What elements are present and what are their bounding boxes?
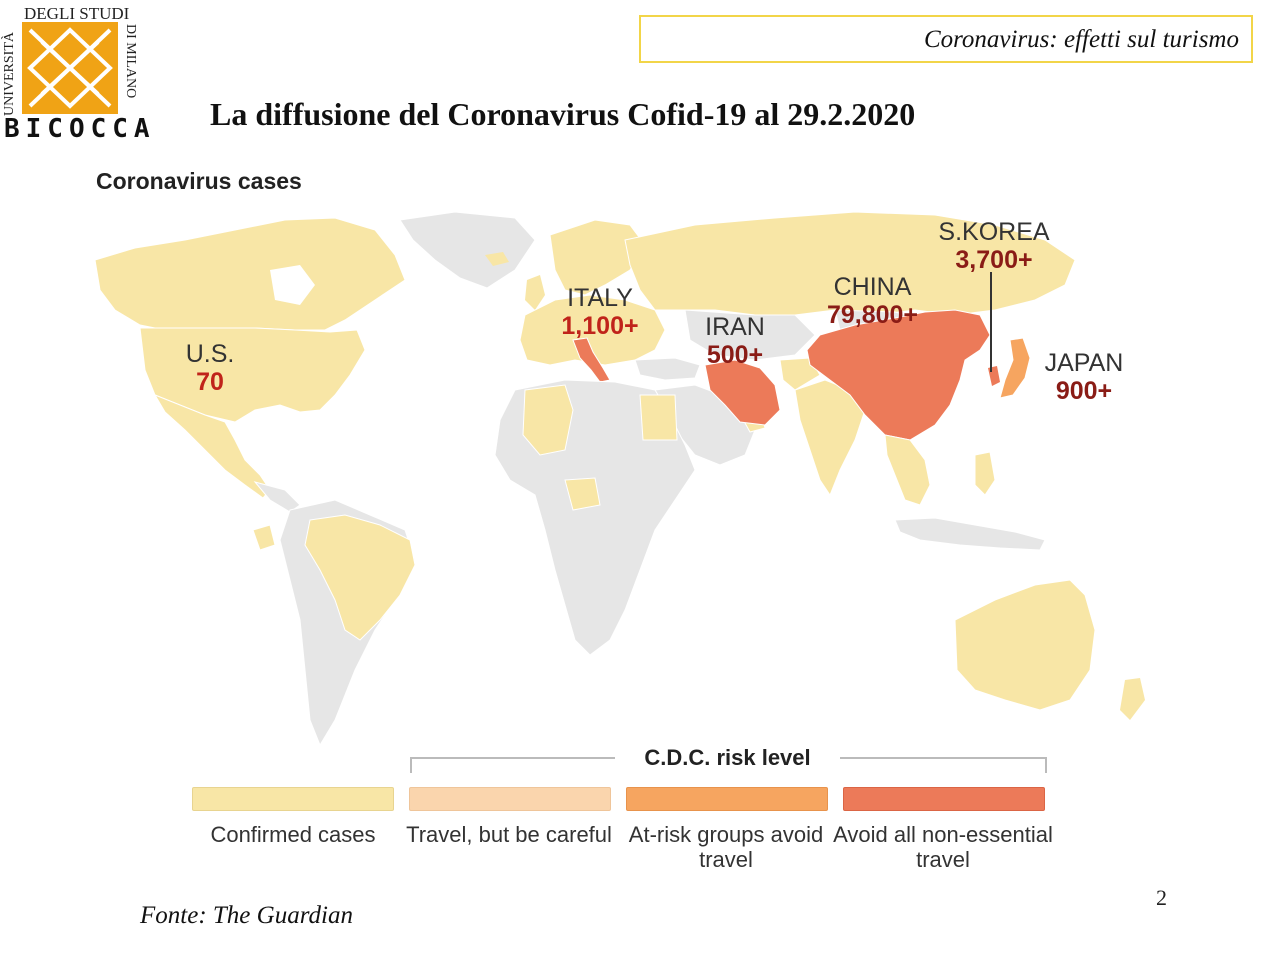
japan-shape bbox=[999, 337, 1031, 399]
scandinavia-shape bbox=[549, 219, 646, 296]
topic-box: Coronavirus: effetti sul turismo bbox=[639, 15, 1253, 63]
nigeria-shape bbox=[564, 477, 601, 511]
uk-shape bbox=[525, 275, 545, 310]
legend-swatch-confirmed bbox=[192, 787, 394, 811]
country-name-japan: JAPAN bbox=[1044, 349, 1124, 377]
risk-level-title: C.D.C. risk level bbox=[644, 745, 811, 770]
country-cases-iran: 500+ bbox=[706, 341, 764, 369]
label-iran: IRAN 500+ bbox=[690, 313, 780, 369]
canada-shape bbox=[95, 217, 406, 331]
egypt-shape bbox=[639, 394, 678, 441]
country-name-us: U.S. bbox=[185, 340, 235, 368]
logo-text-top: DEGLI STUDI bbox=[24, 4, 130, 23]
china-shape bbox=[806, 309, 991, 441]
central-asia-shape bbox=[684, 309, 816, 361]
legend-label-confirmed: Confirmed cases bbox=[210, 822, 376, 847]
logo-text-left: UNIVERSITÀ bbox=[2, 32, 17, 116]
afghanistan-shape bbox=[779, 357, 821, 391]
university-logo: DEGLI STUDI UNIVERSITÀ DI MILANO BICOCCA bbox=[0, 0, 150, 145]
country-name-china: CHINA bbox=[833, 273, 912, 301]
ecuador-shape bbox=[252, 524, 276, 551]
country-cases-us: 70 bbox=[196, 368, 224, 396]
logo-emblem-icon bbox=[22, 22, 118, 114]
topic-text: Coronavirus: effetti sul turismo bbox=[923, 26, 1239, 53]
algeria-shape bbox=[522, 384, 574, 456]
logo-emblem bbox=[22, 22, 118, 114]
turkey-shape bbox=[634, 357, 701, 381]
source-note: Fonte: The Guardian bbox=[140, 902, 353, 929]
label-japan: JAPAN 900+ bbox=[1038, 349, 1130, 405]
iran-shape bbox=[704, 359, 781, 426]
italy-shape bbox=[572, 337, 611, 383]
southeast-asia-shape bbox=[884, 434, 931, 506]
country-name-iran: IRAN bbox=[705, 313, 765, 341]
label-south-korea: S.KOREA 3,700+ bbox=[932, 218, 1056, 274]
australia-shape bbox=[954, 579, 1096, 711]
hudson-bay-shape bbox=[270, 265, 315, 305]
logo-text-bottom: BICOCCA bbox=[4, 114, 156, 144]
country-name-italy: ITALY bbox=[567, 284, 633, 312]
brazil-shape bbox=[304, 514, 416, 641]
legend-swatch-at-risk bbox=[626, 787, 828, 811]
country-cases-china: 79,800+ bbox=[826, 301, 919, 329]
page-number: 2 bbox=[1156, 885, 1167, 910]
philippines-shape bbox=[974, 451, 996, 496]
country-cases-italy: 1,100+ bbox=[561, 312, 639, 340]
label-italy: ITALY 1,100+ bbox=[545, 284, 655, 340]
greenland-shape bbox=[399, 211, 536, 289]
logo-text-right: DI MILANO bbox=[123, 24, 138, 99]
country-cases-south-korea: 3,700+ bbox=[955, 246, 1033, 274]
legend-label-at-risk: At-risk groups avoid travel bbox=[628, 822, 824, 872]
label-china: CHINA 79,800+ bbox=[815, 273, 930, 329]
legend-swatch-travel-careful bbox=[409, 787, 611, 811]
indonesia-shape bbox=[894, 517, 1046, 551]
label-us: U.S. 70 bbox=[165, 340, 255, 396]
world-map bbox=[95, 211, 1145, 747]
europe-shape bbox=[519, 294, 666, 366]
legend-label-travel-careful: Travel, but be careful bbox=[406, 822, 612, 847]
country-cases-japan: 900+ bbox=[1055, 377, 1113, 405]
legend-label-avoid: Avoid all non-essential travel bbox=[833, 822, 1053, 872]
new-zealand-shape bbox=[1120, 678, 1145, 720]
bracket-gap bbox=[615, 745, 840, 771]
iceland-shape bbox=[485, 252, 509, 266]
slide-title: La diffusione del Coronavirus Cofid-19 a… bbox=[210, 96, 916, 132]
legend-swatch-avoid bbox=[843, 787, 1045, 811]
country-name-south-korea: S.KOREA bbox=[938, 218, 1050, 246]
south-korea-pointer bbox=[990, 272, 992, 372]
map-title: Coronavirus cases bbox=[96, 168, 302, 194]
